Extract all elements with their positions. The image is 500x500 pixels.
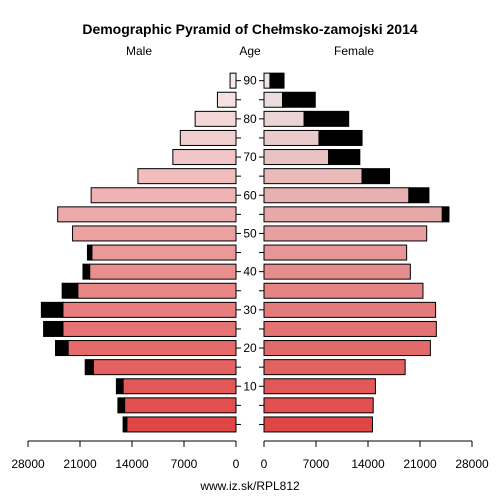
male-excess-bar-40-44 <box>82 263 91 280</box>
male-label: Male <box>126 44 152 58</box>
x-tick-label-right: 14000 <box>351 457 385 471</box>
female-excess-bar-85-89 <box>282 91 316 108</box>
female-bar-40-44 <box>263 263 411 280</box>
female-bar-25-29 <box>263 320 437 337</box>
age-tick-label: 10 <box>243 379 257 393</box>
chart-title: Demographic Pyramid of Chełmsko-zamojski… <box>82 21 418 37</box>
male-excess-bar-35-39 <box>61 282 79 299</box>
female-bar-45-49 <box>263 244 408 261</box>
male-excess-bar-45-49 <box>86 244 93 261</box>
male-excess-bar-30-34 <box>40 301 64 318</box>
x-tick-label-left: 28000 <box>11 457 45 471</box>
female-excess-bar-55-59 <box>441 206 450 223</box>
age-tick-label: 40 <box>243 265 257 279</box>
female-bar-30-34 <box>263 301 437 318</box>
male-bar-10-14 <box>122 378 237 395</box>
female-bar-70-74 <box>263 149 330 166</box>
male-bar-25-29 <box>62 320 237 337</box>
x-tick-label-right: 28000 <box>455 457 489 471</box>
age-tick-label: 70 <box>243 150 257 164</box>
bars-group <box>40 72 450 433</box>
female-bar-5-9 <box>263 397 374 414</box>
male-bar-0-4 <box>126 416 237 433</box>
x-tick-label-right: 0 <box>261 457 268 471</box>
male-bar-55-59 <box>57 206 237 223</box>
male-bar-30-34 <box>62 301 237 318</box>
female-bar-55-59 <box>263 206 443 223</box>
female-bar-50-54 <box>263 225 428 242</box>
male-bar-40-44 <box>89 263 237 280</box>
female-bar-90+ <box>263 72 271 89</box>
female-bar-10-14 <box>263 378 376 395</box>
male-excess-bar-20-24 <box>54 340 69 357</box>
x-tick-label-left: 7000 <box>171 457 198 471</box>
male-excess-bar-15-19 <box>84 359 94 376</box>
female-bar-0-4 <box>263 416 373 433</box>
male-bar-50-54 <box>72 225 237 242</box>
male-bar-15-19 <box>92 359 237 376</box>
male-bar-70-74 <box>172 149 237 166</box>
male-excess-bar-5-9 <box>117 397 126 414</box>
male-excess-bar-25-29 <box>43 320 64 337</box>
male-bar-45-49 <box>91 244 237 261</box>
female-bar-20-24 <box>263 340 431 357</box>
female-bar-85-89 <box>263 91 284 108</box>
female-bar-35-39 <box>263 282 424 299</box>
age-tick-label: 30 <box>243 303 257 317</box>
female-bar-75-79 <box>263 129 320 146</box>
age-tick-label: 50 <box>243 226 257 240</box>
female-excess-bar-80-84 <box>303 110 350 127</box>
female-bar-65-69 <box>263 168 363 185</box>
age-tick-label: 80 <box>243 112 257 126</box>
age-label: Age <box>239 44 261 58</box>
male-bar-80-84 <box>194 110 237 127</box>
female-bar-80-84 <box>263 110 305 127</box>
x-tick-label-left: 0 <box>233 457 240 471</box>
female-excess-bar-70-74 <box>328 149 361 166</box>
female-excess-bar-65-69 <box>361 168 391 185</box>
x-tick-label-left: 21000 <box>63 457 97 471</box>
female-bar-60-64 <box>263 187 410 204</box>
male-bar-5-9 <box>124 397 237 414</box>
age-tick-label: 60 <box>243 188 257 202</box>
footer-source: www.iz.sk/RPL812 <box>199 479 300 493</box>
male-bar-20-24 <box>67 340 237 357</box>
male-excess-bar-10-14 <box>115 378 124 395</box>
male-excess-bar-0-4 <box>122 416 128 433</box>
male-bar-75-79 <box>179 129 237 146</box>
female-label: Female <box>334 44 374 58</box>
male-bar-65-69 <box>137 168 237 185</box>
male-bar-90+ <box>229 72 237 89</box>
x-tick-label-left: 14000 <box>115 457 149 471</box>
x-tick-label-right: 21000 <box>403 457 437 471</box>
female-excess-bar-75-79 <box>318 129 363 146</box>
x-tick-label-right: 7000 <box>303 457 330 471</box>
female-bar-15-19 <box>263 359 406 376</box>
female-excess-bar-90+ <box>269 72 285 89</box>
age-tick-label: 20 <box>243 341 257 355</box>
male-bar-60-64 <box>90 187 237 204</box>
age-tick-label: 90 <box>243 74 257 88</box>
axes-group: 10 20 30 40 50 60 70 80 90 28000 21000 14000 7000 0 0 7… <box>11 74 489 471</box>
male-bar-35-39 <box>77 282 237 299</box>
female-excess-bar-60-64 <box>408 187 430 204</box>
male-bar-85-89 <box>216 91 237 108</box>
